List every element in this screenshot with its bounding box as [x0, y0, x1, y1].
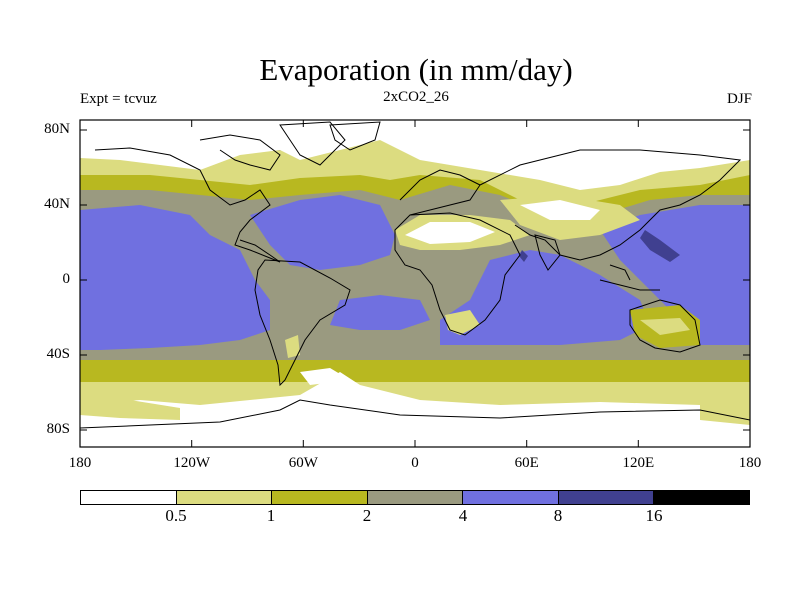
y-tick-label: 80S — [46, 421, 70, 437]
colorbar-label: 1 — [266, 506, 276, 525]
coastlines — [80, 121, 750, 429]
y-tick-label: 0 — [62, 271, 71, 287]
y-tick-label: 40S — [46, 346, 70, 362]
x-axis-ticks — [191, 120, 639, 447]
atlantic-high-evap — [250, 195, 395, 270]
colorbar-label: 8 — [553, 506, 563, 525]
colorbar-swatch — [654, 491, 750, 504]
colorbar-swatch — [558, 491, 655, 504]
colorbar-label: 16 — [645, 506, 663, 525]
antarctic-white — [80, 372, 750, 447]
season-label: DJF — [726, 91, 752, 107]
x-tick-label: 60W — [288, 455, 318, 471]
x-tick-label: 120E — [622, 455, 655, 471]
sahara-low-evap — [405, 222, 495, 244]
colorbar-label: 4 — [458, 506, 468, 525]
colorbar-swatch — [176, 491, 273, 504]
y-tick-label: 80N — [44, 121, 70, 137]
x-tick-label: 120W — [173, 455, 211, 471]
pacific-high-evap — [80, 205, 270, 350]
x-tick-label: 180 — [68, 455, 92, 471]
colorbar-label: 0.5 — [165, 506, 187, 525]
y-axis-ticks — [80, 129, 750, 431]
colorbar — [80, 490, 750, 505]
colorbar-label: 2 — [362, 506, 372, 525]
colorbar-swatch — [367, 491, 464, 504]
colorbar-swatch — [463, 491, 559, 504]
indian-ocean-high-evap — [440, 250, 650, 345]
x-tick-label: 0 — [411, 455, 419, 471]
y-tick-label: 40N — [44, 196, 70, 212]
chart-title: Evaporation (in mm/day) — [259, 52, 573, 87]
colorbar-swatch — [81, 491, 177, 504]
run-label: 2xCO2_26 — [383, 89, 449, 105]
maximum-evap-spot — [640, 230, 680, 262]
x-tick-label: 60E — [514, 455, 539, 471]
experiment-label: Expt = tcvuz — [80, 91, 157, 107]
colorbar-swatch — [272, 491, 368, 504]
x-tick-label: 180 — [738, 455, 762, 471]
